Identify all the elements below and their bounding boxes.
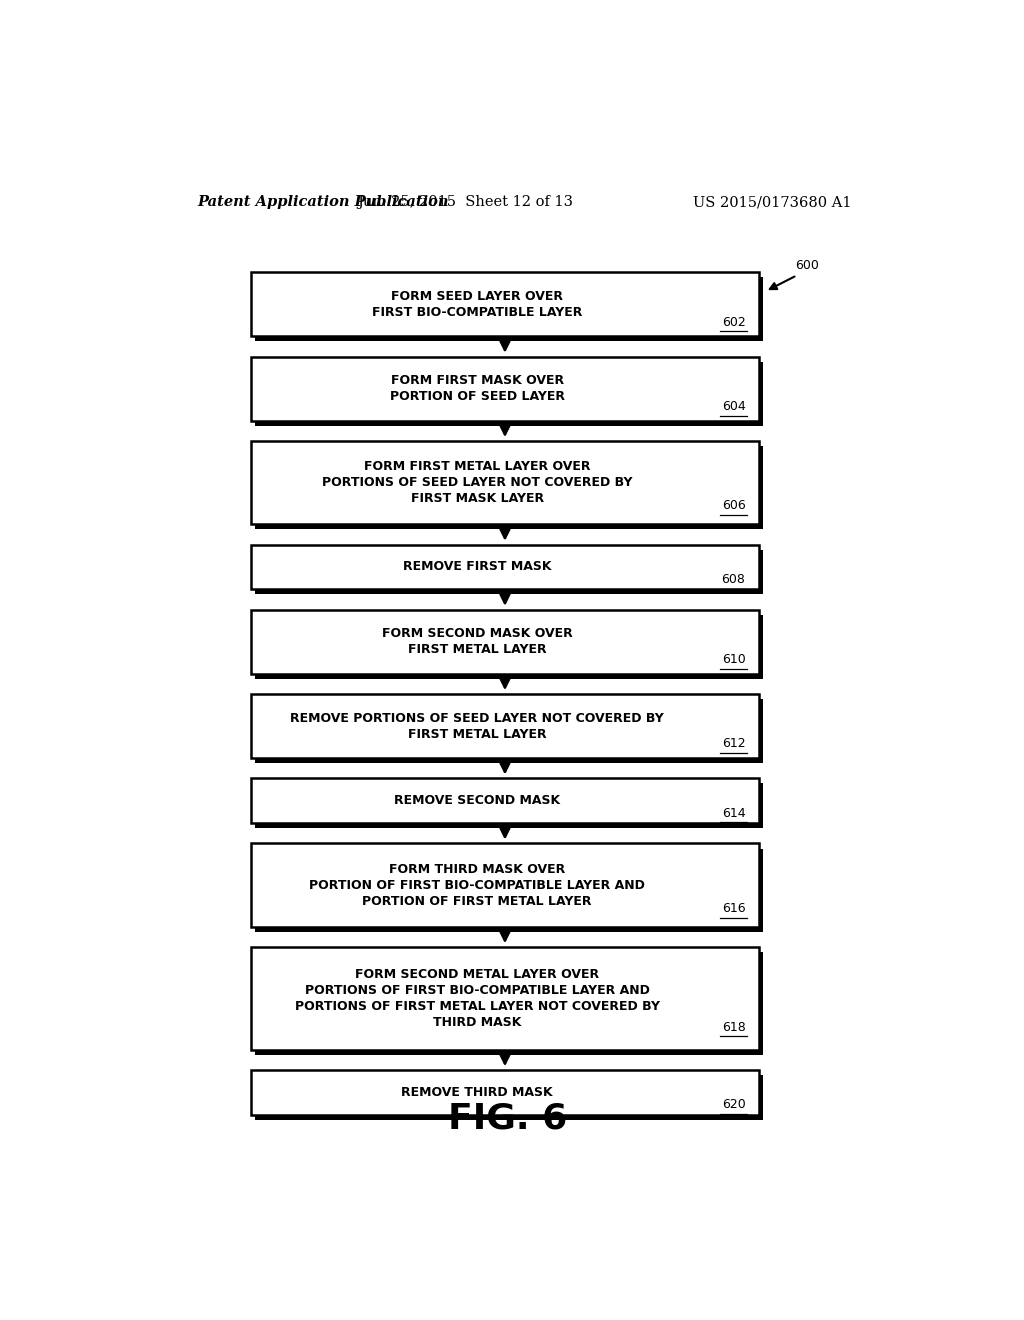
- Bar: [251, 1071, 759, 1115]
- Bar: [255, 615, 763, 678]
- Text: REMOVE PORTIONS OF SEED LAYER NOT COVERED BY
FIRST METAL LAYER: REMOVE PORTIONS OF SEED LAYER NOT COVERE…: [291, 711, 664, 741]
- Bar: [251, 272, 759, 337]
- Bar: [255, 784, 763, 828]
- Text: FORM FIRST METAL LAYER OVER
PORTIONS OF SEED LAYER NOT COVERED BY
FIRST MASK LAY: FORM FIRST METAL LAYER OVER PORTIONS OF …: [322, 461, 633, 506]
- Text: US 2015/0173680 A1: US 2015/0173680 A1: [693, 195, 852, 209]
- Bar: [255, 700, 763, 763]
- Text: 614: 614: [722, 807, 745, 820]
- Bar: [251, 843, 759, 927]
- Bar: [255, 1076, 763, 1119]
- Text: FORM SECOND MASK OVER
FIRST METAL LAYER: FORM SECOND MASK OVER FIRST METAL LAYER: [382, 627, 572, 656]
- Bar: [255, 549, 763, 594]
- Text: 602: 602: [722, 315, 745, 329]
- Text: 620: 620: [722, 1098, 745, 1111]
- Text: REMOVE FIRST MASK: REMOVE FIRST MASK: [402, 561, 552, 573]
- Text: FORM FIRST MASK OVER
PORTION OF SEED LAYER: FORM FIRST MASK OVER PORTION OF SEED LAY…: [390, 374, 564, 403]
- Text: REMOVE SECOND MASK: REMOVE SECOND MASK: [394, 795, 560, 808]
- Text: 618: 618: [722, 1020, 745, 1034]
- Bar: [251, 441, 759, 524]
- Text: 610: 610: [722, 653, 745, 667]
- Text: 612: 612: [722, 738, 745, 751]
- Bar: [251, 545, 759, 589]
- Bar: [251, 694, 759, 758]
- Bar: [255, 277, 763, 342]
- Bar: [251, 779, 759, 824]
- Bar: [255, 952, 763, 1055]
- Text: FORM SECOND METAL LAYER OVER
PORTIONS OF FIRST BIO-COMPATIBLE LAYER AND
PORTIONS: FORM SECOND METAL LAYER OVER PORTIONS OF…: [295, 968, 659, 1030]
- Bar: [255, 849, 763, 932]
- Text: Patent Application Publication: Patent Application Publication: [198, 195, 450, 209]
- Bar: [251, 610, 759, 673]
- Text: 606: 606: [722, 499, 745, 512]
- Text: FORM SEED LAYER OVER
FIRST BIO-COMPATIBLE LAYER: FORM SEED LAYER OVER FIRST BIO-COMPATIBL…: [372, 290, 583, 318]
- Bar: [255, 446, 763, 529]
- Bar: [255, 362, 763, 426]
- Text: FORM THIRD MASK OVER
PORTION OF FIRST BIO-COMPATIBLE LAYER AND
PORTION OF FIRST : FORM THIRD MASK OVER PORTION OF FIRST BI…: [309, 863, 645, 908]
- Text: REMOVE THIRD MASK: REMOVE THIRD MASK: [401, 1086, 553, 1100]
- Text: 600: 600: [796, 259, 819, 272]
- Text: FIG. 6: FIG. 6: [447, 1102, 567, 1137]
- Text: 608: 608: [722, 573, 745, 586]
- Bar: [251, 948, 759, 1049]
- Text: 604: 604: [722, 400, 745, 413]
- Text: 616: 616: [722, 902, 745, 915]
- Bar: [251, 356, 759, 421]
- Text: Jun. 25, 2015  Sheet 12 of 13: Jun. 25, 2015 Sheet 12 of 13: [357, 195, 573, 209]
